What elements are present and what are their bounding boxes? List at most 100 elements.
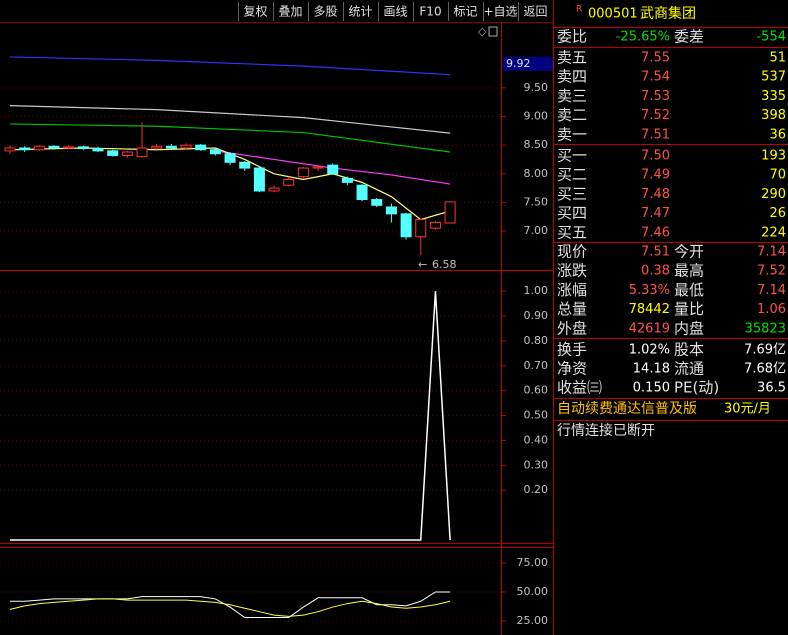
toolbar-button[interactable]: 叠加 <box>278 5 302 19</box>
toolbar-button[interactable]: F10 <box>419 5 441 19</box>
y-tick-label: 9.00 <box>524 110 549 123</box>
order-label: 卖四 <box>557 68 587 86</box>
order-price: 7.55 <box>641 51 670 66</box>
field-label: 涨幅 <box>557 281 587 299</box>
y-tick-label: 0.20 <box>524 483 549 496</box>
order-label: 卖三 <box>557 87 587 105</box>
field-value: 35823 <box>745 321 786 336</box>
y-tick-label: 7.50 <box>524 195 549 208</box>
order-label: 买一 <box>557 147 587 165</box>
field-value: 7.51 <box>641 245 670 260</box>
y-tick-label: 9.50 <box>524 81 549 94</box>
indicator-line <box>10 291 451 541</box>
field-value: 42619 <box>629 321 670 336</box>
field-value: 78442 <box>629 302 670 317</box>
order-price: 7.49 <box>641 168 670 183</box>
y-tick-label: 75.00 <box>517 556 549 569</box>
stock-name: 武商集团 <box>640 5 696 22</box>
candle-body <box>92 148 104 152</box>
ad-price[interactable]: 30元/月 <box>724 402 771 417</box>
y-tick-label: 0.90 <box>524 309 549 322</box>
candle-body <box>209 149 221 155</box>
candle-body <box>415 219 427 238</box>
order-label: 买四 <box>557 204 587 222</box>
field-value: 0.150 <box>633 381 670 396</box>
field-value: 14.18 <box>633 362 670 377</box>
y-tick-label: 8.50 <box>524 138 549 151</box>
ad-text[interactable]: 自动续费通达信普及版 <box>557 400 697 417</box>
candle-body <box>136 147 148 158</box>
toolbar-button[interactable]: 画线 <box>383 5 407 19</box>
order-price: 7.50 <box>641 149 670 164</box>
candle-body <box>371 199 383 206</box>
field-label: 最高 <box>674 262 704 280</box>
order-label: 卖二 <box>557 106 587 124</box>
toolbar-button[interactable]: 返回 <box>523 5 547 19</box>
oscillator-line <box>9 598 451 617</box>
candle-body <box>400 213 412 238</box>
order-volume: 36 <box>769 127 786 142</box>
order-volume: 290 <box>761 187 786 202</box>
order-volume: 70 <box>769 168 786 183</box>
toolbar-button[interactable]: 复权 <box>243 5 267 19</box>
field-value: 7.52 <box>757 264 786 279</box>
candle-body <box>48 145 60 149</box>
order-price: 7.48 <box>641 187 670 202</box>
field-label: 最低 <box>674 281 704 299</box>
moving-average <box>9 123 451 153</box>
candle-body <box>356 184 368 201</box>
oscillator-line <box>10 591 451 618</box>
candle-body <box>4 147 16 152</box>
toolbar-button[interactable]: 标记 <box>453 5 477 19</box>
field-value: -25.65% <box>616 30 670 45</box>
order-volume: 537 <box>761 70 786 85</box>
toolbar-button[interactable]: 统计 <box>348 5 372 19</box>
order-price: 7.52 <box>641 108 670 123</box>
field-label: 现价 <box>557 243 587 261</box>
low-arrow: ← <box>418 258 427 271</box>
toolbar-button[interactable]: +自选 <box>483 5 517 19</box>
candle-body <box>312 166 324 169</box>
field-value: 7.14 <box>757 283 786 298</box>
y-tick-label: 8.00 <box>524 167 549 180</box>
field-label: 净资 <box>557 360 587 378</box>
order-price: 7.51 <box>641 127 670 142</box>
candle-body <box>77 146 89 150</box>
candle-body <box>444 201 456 224</box>
order-price: 7.54 <box>641 70 670 85</box>
candle-body <box>151 145 163 149</box>
order-volume: 26 <box>769 206 786 221</box>
order-label: 买五 <box>557 223 587 241</box>
field-label: 今开 <box>674 243 704 261</box>
badge: R <box>576 5 582 15</box>
y-tick-label: 50.00 <box>517 585 549 598</box>
candle-body <box>268 187 280 192</box>
candle-body <box>429 221 441 229</box>
order-label: 买二 <box>557 166 587 184</box>
toolbar-button[interactable]: 多股 <box>313 5 337 19</box>
field-value: 1.02% <box>629 343 670 358</box>
last-price-label: 9.92 <box>506 57 531 70</box>
candle-body <box>165 145 177 149</box>
field-label: 委比 <box>557 28 587 46</box>
order-price: 7.46 <box>641 225 670 240</box>
moving-average <box>9 56 451 76</box>
y-tick-label: 0.30 <box>524 458 549 471</box>
order-volume: 51 <box>769 51 786 66</box>
candle-body <box>121 151 133 156</box>
candle-body <box>253 167 265 192</box>
order-volume: 398 <box>761 108 786 123</box>
diamond-icon[interactable]: ◇ <box>478 25 487 38</box>
candle-body <box>180 144 192 149</box>
order-volume: 335 <box>761 89 786 104</box>
field-label: 委差 <box>674 28 704 46</box>
field-value: 0.38 <box>641 264 670 279</box>
window-icon[interactable] <box>488 26 498 37</box>
field-value: 7.69亿 <box>744 343 786 358</box>
y-tick-label: 25.00 <box>517 614 549 627</box>
order-price: 7.47 <box>641 206 670 221</box>
field-label: 内盘 <box>674 319 704 337</box>
field-value: 7.68亿 <box>744 362 786 377</box>
